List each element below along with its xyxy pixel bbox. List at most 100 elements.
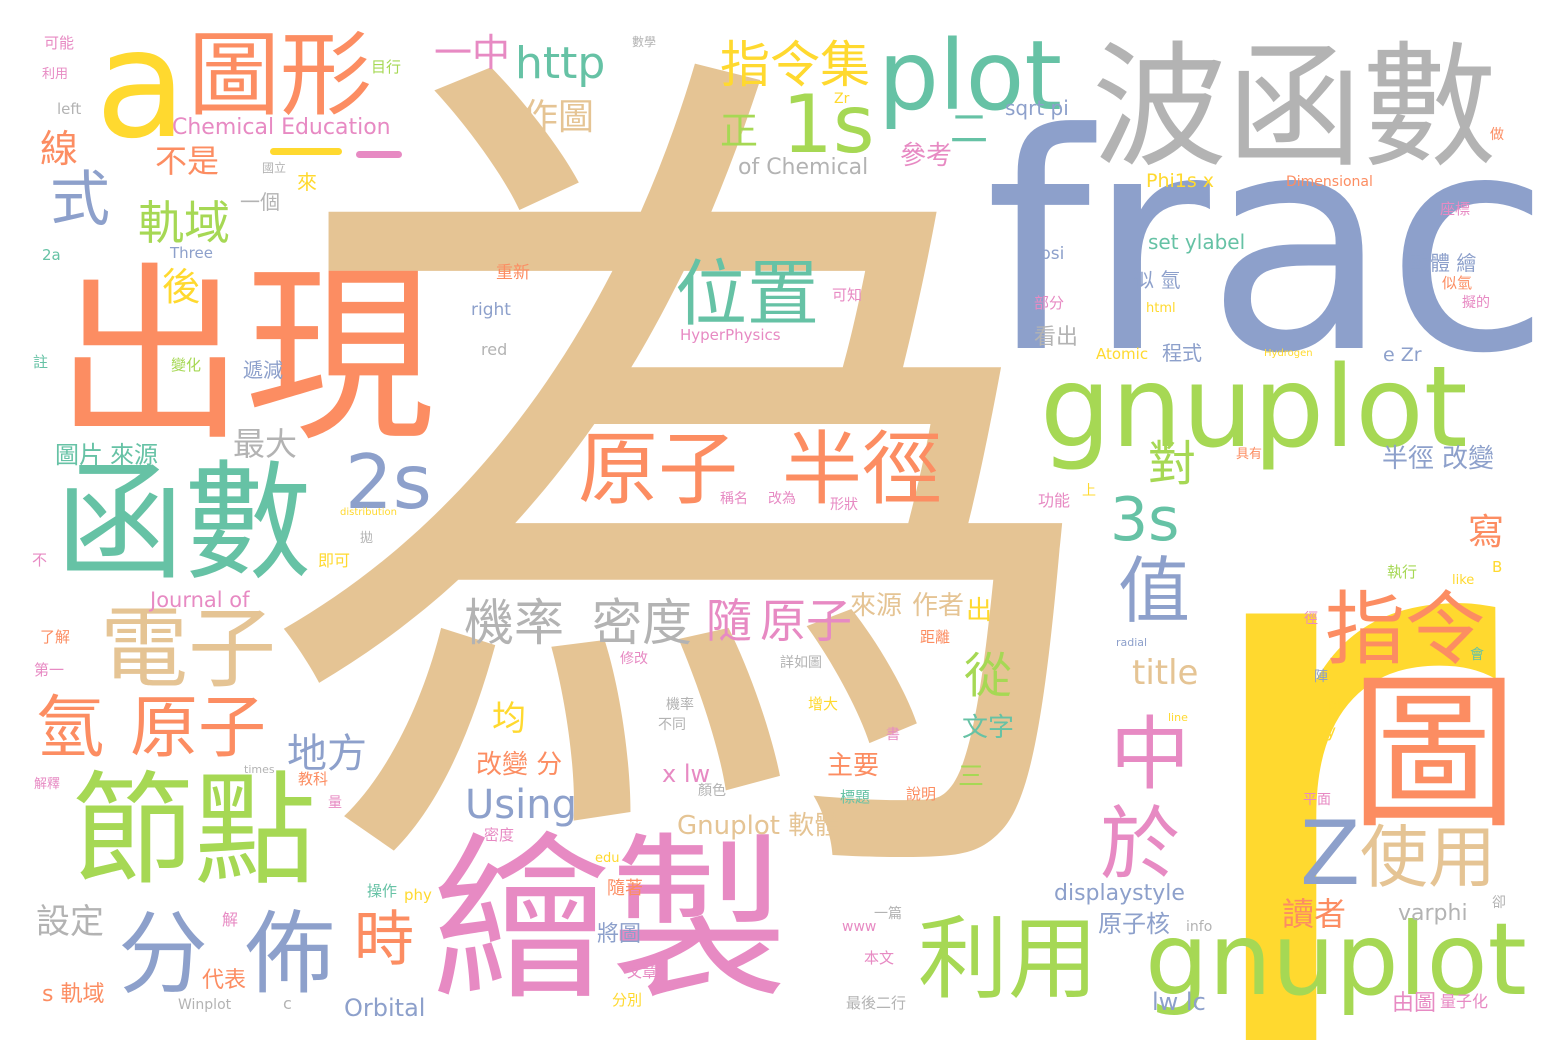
word-可能: 可能: [44, 34, 75, 52]
word-解: 解: [222, 910, 239, 929]
word-隨著: 隨著: [607, 878, 643, 899]
word-pi: pi: [1328, 697, 1341, 713]
word-均: 均: [492, 699, 526, 739]
word-詳如圖: 詳如圖: [780, 655, 822, 671]
word-winplot: Winplot: [178, 997, 232, 1013]
word-寫: 寫: [1468, 512, 1505, 553]
word-three: Three: [170, 244, 213, 262]
word-繪製: 繪製: [432, 817, 788, 1024]
word-本文: 本文: [864, 949, 895, 967]
word-Z: Z: [1300, 802, 1361, 905]
word-phi1s-x: Phi1s x: [1146, 170, 1215, 192]
word-重新: 重新: [496, 263, 530, 283]
word-地方: 地方: [287, 731, 367, 777]
word-似氫: 似氫: [1442, 274, 1473, 292]
word-不是: 不是: [155, 142, 220, 180]
word-圖形: 圖形: [188, 22, 373, 129]
word-一個: 一個: [240, 190, 280, 214]
word-參考: 參考: [900, 141, 953, 171]
word-遞減: 遞減: [243, 358, 283, 382]
word-代表: 代表: [202, 968, 247, 993]
word-標題: 標題: [840, 788, 871, 806]
word-plot: plot: [878, 20, 1062, 132]
word-教科: 教科: [298, 770, 329, 788]
word-隨: 隨: [706, 594, 752, 648]
word-出: 出: [966, 596, 993, 626]
word-B: B: [1492, 558, 1503, 576]
word-c: c: [283, 994, 292, 1013]
word-具有: 具有: [1236, 447, 1263, 462]
dash-mark-yellow: [270, 148, 342, 155]
word-left: left: [57, 100, 82, 118]
word-不: 不: [32, 551, 48, 569]
word-來源: 來源: [850, 591, 903, 621]
word-了解: 了解: [40, 628, 71, 646]
word-量子化: 量子化: [1440, 992, 1489, 1011]
word-說明: 說明: [906, 785, 937, 803]
word-軟體-繪: 軟體 繪: [1410, 251, 1477, 275]
word-部分: 部分: [1034, 294, 1065, 312]
word-s-軌域: s 軌域: [42, 982, 105, 1007]
word-lw-lc: lw lc: [1152, 988, 1206, 1016]
word-函數: 函數: [56, 449, 313, 598]
word-times: times: [244, 763, 275, 776]
word-對: 對: [1148, 436, 1197, 492]
word-從: 從: [964, 648, 1013, 704]
word-徑: 徑: [1304, 611, 1318, 627]
word-一中: 一中: [434, 31, 511, 75]
word-第一: 第一: [34, 661, 65, 679]
word-平面: 平面: [1303, 792, 1331, 808]
word-主要: 主要: [827, 751, 880, 781]
word-佈: 佈: [245, 902, 335, 1007]
word-作圖: 作圖: [522, 97, 595, 138]
word-來源-small: 來源: [110, 441, 158, 469]
word-title: title: [1132, 653, 1199, 693]
word-陣: 陣: [1314, 669, 1328, 685]
word-hyperphysics: HyperPhysics: [680, 326, 781, 344]
word-原子-small: 原子: [760, 594, 852, 648]
word-x-lw: x lw: [662, 760, 711, 788]
word-量: 量: [328, 795, 342, 811]
word-位置: 位置: [675, 252, 820, 336]
word-出現: 出現: [55, 246, 436, 467]
word-psi: psi: [1040, 244, 1065, 264]
word-a: a: [95, 0, 187, 172]
word-看出: 看出: [1034, 325, 1079, 350]
word-e-zr: e Zr: [1383, 344, 1422, 366]
word-國立: 國立: [262, 161, 287, 175]
word-會: 會: [1470, 647, 1484, 663]
word-拋: 拋: [360, 531, 374, 546]
word-原子-left: 原子: [130, 689, 267, 768]
word-波函數: 波函數: [1092, 29, 1497, 186]
word-書: 書: [886, 727, 900, 743]
word-最大: 最大: [233, 425, 298, 463]
word-機率-small: 機率: [666, 697, 694, 713]
word-改變: 改變: [1442, 444, 1495, 474]
word-節點: 節點: [72, 760, 316, 902]
word-of-chemical: of Chemical: [738, 155, 869, 180]
word-2s: 2s: [345, 438, 432, 526]
word-edu: edu: [595, 851, 620, 866]
word-於: 於: [1100, 798, 1180, 891]
word-gnuplot-2: gnuplot: [1145, 901, 1527, 1018]
word-journal-of: Journal of: [150, 588, 250, 612]
word-程式: 程式: [1162, 341, 1202, 365]
word-dimensional: Dimensional: [1286, 174, 1373, 190]
word-displaystyle: displaystyle: [1054, 881, 1185, 906]
word-半徑-small: 半徑: [1382, 444, 1435, 474]
word-線: 線: [40, 127, 79, 171]
word-gnuplot-軟體: Gnuplot 軟體: [677, 811, 841, 841]
word-解釋: 解釋: [34, 777, 61, 792]
word-文章: 文章: [627, 963, 658, 981]
word-設定: 設定: [36, 902, 104, 942]
word-frac: frac: [985, 70, 1548, 419]
word-機率: 機率: [464, 594, 564, 652]
word-修改: 修改: [620, 651, 648, 667]
word-座標: 座標: [1440, 200, 1471, 218]
word-式: 式: [50, 165, 110, 235]
word-讀者: 讀者: [1282, 895, 1347, 933]
word-執行: 執行: [1387, 563, 1418, 581]
word-r: r: [1175, 316, 1496, 1052]
word-zr: Zr: [834, 91, 850, 107]
word-info: info: [1186, 919, 1213, 935]
